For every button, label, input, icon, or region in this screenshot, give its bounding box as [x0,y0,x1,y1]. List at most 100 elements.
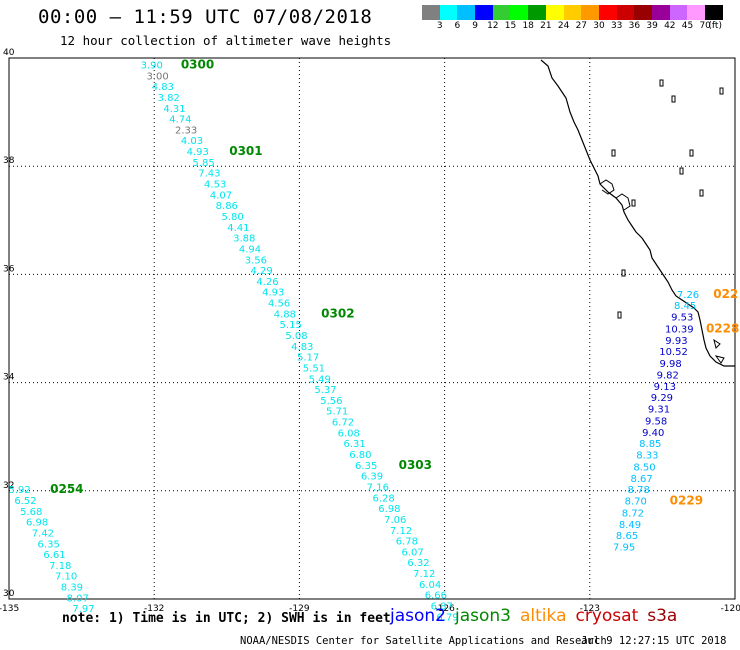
legend-label: 9 [472,21,478,31]
legend-swatch [687,5,705,20]
lake-outline [719,87,724,95]
legend-swatch [651,5,670,20]
wave-height-value: 5.17 [297,353,319,364]
wave-height-value: 7.12 [390,526,412,537]
wave-height-value: 8.07 [67,593,89,604]
legend-swatch [616,5,635,20]
channel-islands [713,338,725,364]
wave-height-value: 8.72 [622,508,644,519]
satellite-s3a: s3a [647,606,678,626]
wave-height-value: 7.26 [677,290,699,301]
wave-height-value: 7.06 [384,515,406,526]
legend-label: 36 [628,21,641,31]
lon-tick-label: -123 [580,604,600,614]
lake-outline [671,95,676,103]
wave-height-value: 8.86 [216,201,238,212]
chart-subtitle: 12 hour collection of altimeter wave hei… [60,33,392,48]
satellite-cryosat: cryosat [575,606,639,626]
wave-height-value: 5.15 [280,320,302,331]
wave-height-value: 5.49 [309,374,331,385]
legend-label: 12 [487,21,499,31]
pass-time-label: 0228 [706,322,739,336]
wave-height-value: 8.49 [619,520,641,531]
wave-height-value: 6.87 [431,601,453,612]
wave-height-value: 4.41 [227,223,249,234]
bay-inlet [615,193,631,211]
lake-outline [689,149,694,157]
legend-swatch [492,5,511,20]
wave-height-value: 4.93 [187,147,209,158]
wave-height-value: 7.95 [613,543,635,554]
legend-swatch [510,5,529,20]
wave-height-value: 5.71 [326,407,348,418]
wave-height-value: 7.43 [198,169,220,180]
wave-height-value: 9.53 [671,313,693,324]
wave-height-value: 8.33 [636,451,658,462]
wave-height-value: 5.85 [192,158,214,169]
wave-height-value: 9.40 [642,428,664,439]
lat-tick-label: 32 [3,481,14,491]
wave-height-value: 2.33 [175,125,197,136]
lat-lon-grid [9,58,735,599]
wave-height-value: 4.03 [181,136,203,147]
wave-height-value: 3.56 [245,255,267,266]
wave-height-value: 9.29 [651,393,673,404]
color-legend-bar [422,5,723,20]
wave-height-value: 7.10 [55,572,77,583]
wave-height-value: 4.53 [204,180,226,191]
lon-tick-label: -132 [144,604,164,614]
legend-swatch [422,5,440,20]
wave-height-value: 8.65 [616,531,638,542]
wave-height-value: 8.50 [633,462,655,473]
legend-label: 3 [436,21,443,31]
wave-height-value: 9.13 [654,382,676,393]
satellite-jason2: jason2 [390,606,446,626]
coastline [540,59,735,367]
wave-height-value: 4.56 [268,299,290,310]
wave-height-value: 7.12 [413,569,435,580]
california-coastline [540,59,735,367]
wave-height-value: 5.80 [221,212,243,223]
wave-height-value: 7.16 [367,482,389,493]
legend-label: 6 [454,21,461,31]
satellite-jason3: jason3 [455,606,511,626]
pass-time-label: 022 [713,287,738,301]
chart-title: 00:00 – 11:59 UTC 07/08/2018 [38,6,373,28]
lat-tick-label: 38 [3,156,15,166]
wave-height-value: 6.79 [436,612,458,623]
lake-outline [617,311,622,319]
wave-height-value: 6.35 [38,539,60,550]
wave-height-value: 8.45 [674,301,696,312]
legend-swatch [581,5,599,20]
wave-height-value: 8.67 [630,474,652,485]
legend-label: 27 [575,21,588,31]
legend-label: 18 [522,21,534,31]
lat-tick-label: 40 [3,48,15,58]
legend-swatch [705,5,723,20]
wave-height-value: 8.70 [625,497,647,508]
wave-height-value: 6.80 [349,450,371,461]
footer-timestamp: Jul 9 12:27:15 UTC 2018 [581,635,727,647]
lon-tick-label: -129 [289,604,310,614]
legend-label: 33 [610,21,623,31]
wave-height-value: 5.56 [320,396,342,407]
wave-height-value: 8.78 [628,485,650,496]
lake-outline [699,189,704,197]
legend-label: (ft) [708,21,722,31]
legend-swatch [439,5,458,20]
wave-height-value: 6.07 [402,547,424,558]
wave-height-value: 3.82 [158,93,180,104]
pass-time-label: 0303 [399,458,432,472]
wave-height-value: 4.93 [262,288,284,299]
altimeter-tracks: 3.903.004.833.824.314.742.334.034.935.85… [9,60,700,623]
wave-height-value: 10.39 [665,325,694,336]
pass-time-label: 0229 [670,494,703,508]
wave-height-value: 6.98 [26,518,48,529]
wave-height-value: 4.83 [291,342,313,353]
lake-outline [631,199,636,207]
legend-label: 42 [664,21,676,31]
lake-outline [659,79,664,87]
wave-height-value: 6.39 [361,472,383,483]
pass-time-label: 0302 [321,306,354,320]
legend-swatch [528,5,546,20]
